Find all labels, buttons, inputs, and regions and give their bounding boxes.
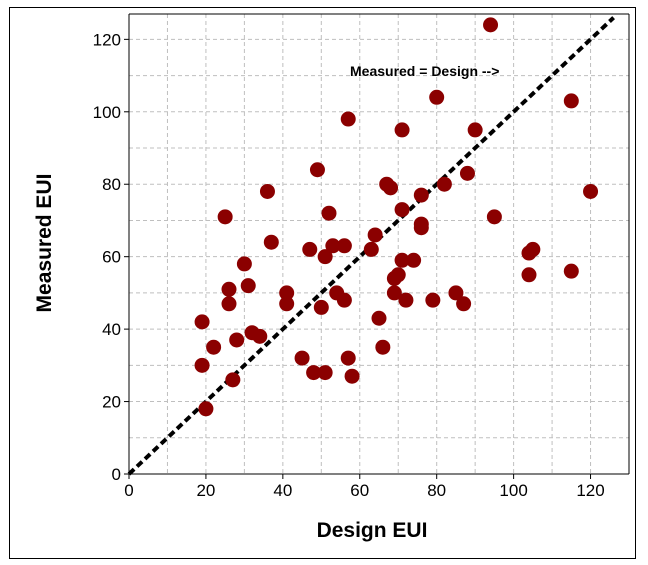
- scatter-point: [194, 357, 210, 373]
- y-tick-label: 0: [112, 465, 121, 484]
- scatter-point: [563, 93, 579, 109]
- axes: [124, 13, 630, 479]
- scatter-point: [467, 122, 483, 138]
- scatter-point: [344, 368, 360, 384]
- tick-labels: 0 20 40 60 80 100 120 0 20 40 60 80 100 120: [93, 30, 605, 500]
- scatter-point: [390, 267, 406, 283]
- scatter-point: [425, 292, 441, 308]
- scatter-point: [294, 350, 310, 366]
- scatter-point: [336, 238, 352, 254]
- scatter-point: [486, 209, 502, 225]
- x-tick-label: 100: [499, 481, 527, 500]
- scatter-point: [583, 183, 599, 199]
- scatter-point: [225, 372, 241, 388]
- scatter-point: [394, 252, 410, 268]
- scatter-point: [340, 111, 356, 127]
- scatter-point: [325, 238, 341, 254]
- scatter-point: [483, 17, 499, 33]
- scatter-point: [321, 205, 337, 221]
- x-axis-title: Design EUI: [317, 519, 428, 542]
- scatter-point: [459, 165, 475, 181]
- y-tick-label: 40: [102, 320, 121, 339]
- scatter-point: [309, 162, 325, 178]
- scatter-point: [221, 296, 237, 312]
- x-tick-label: 20: [196, 481, 215, 500]
- scatter-point: [302, 241, 318, 257]
- y-tick-label: 60: [102, 248, 121, 267]
- scatter-point: [336, 292, 352, 308]
- scatter-point: [456, 296, 472, 312]
- scatter-point: [413, 220, 429, 236]
- y-axis-title: Measured EUI: [33, 174, 56, 313]
- scatter-point: [217, 209, 233, 225]
- scatter-point: [194, 314, 210, 330]
- scatter-point: [525, 241, 541, 257]
- scatter-point: [317, 365, 333, 381]
- scatter-point: [221, 281, 237, 297]
- scatter-point: [394, 202, 410, 218]
- scatter-point: [313, 299, 329, 315]
- y-tick-label: 120: [93, 30, 121, 49]
- scatter-point: [406, 252, 422, 268]
- scatter-point: [448, 285, 464, 301]
- y-tick-label: 100: [93, 103, 121, 122]
- scatter-point: [386, 285, 402, 301]
- scatter-point: [521, 267, 537, 283]
- scatter-point: [383, 180, 399, 196]
- x-tick-label: 0: [124, 481, 133, 500]
- scatter-point: [563, 263, 579, 279]
- x-tick-label: 40: [273, 481, 292, 500]
- scatter-point: [367, 227, 383, 243]
- scatter-point: [279, 285, 295, 301]
- scatter-point: [429, 89, 445, 105]
- data-points: [194, 17, 599, 417]
- scatter-point: [206, 339, 222, 355]
- y-tick-label: 80: [102, 175, 121, 194]
- scatter-point: [340, 350, 356, 366]
- grid-lines: [129, 14, 629, 474]
- scatter-point: [306, 365, 322, 381]
- x-tick-label: 120: [576, 481, 604, 500]
- scatter-point: [252, 328, 268, 344]
- scatter-point: [263, 234, 279, 250]
- scatter-point: [229, 332, 245, 348]
- scatter-point: [375, 339, 391, 355]
- scatter-point: [240, 278, 256, 294]
- y-tick-label: 20: [102, 393, 121, 412]
- scatter-point: [279, 296, 295, 312]
- scatter-point: [371, 310, 387, 326]
- x-tick-label: 60: [350, 481, 369, 500]
- scatter-point: [259, 183, 275, 199]
- scatter-point: [394, 122, 410, 138]
- reference-line-annotation: Measured = Design -->: [350, 63, 499, 79]
- scatter-point: [363, 241, 379, 257]
- scatter-point: [317, 249, 333, 265]
- scatter-point: [436, 176, 452, 192]
- x-tick-label: 80: [427, 481, 446, 500]
- scatter-point: [198, 401, 214, 417]
- scatter-point: [413, 187, 429, 203]
- scatter-point: [236, 256, 252, 272]
- scatter-point: [398, 292, 414, 308]
- chart-frame: [9, 7, 636, 559]
